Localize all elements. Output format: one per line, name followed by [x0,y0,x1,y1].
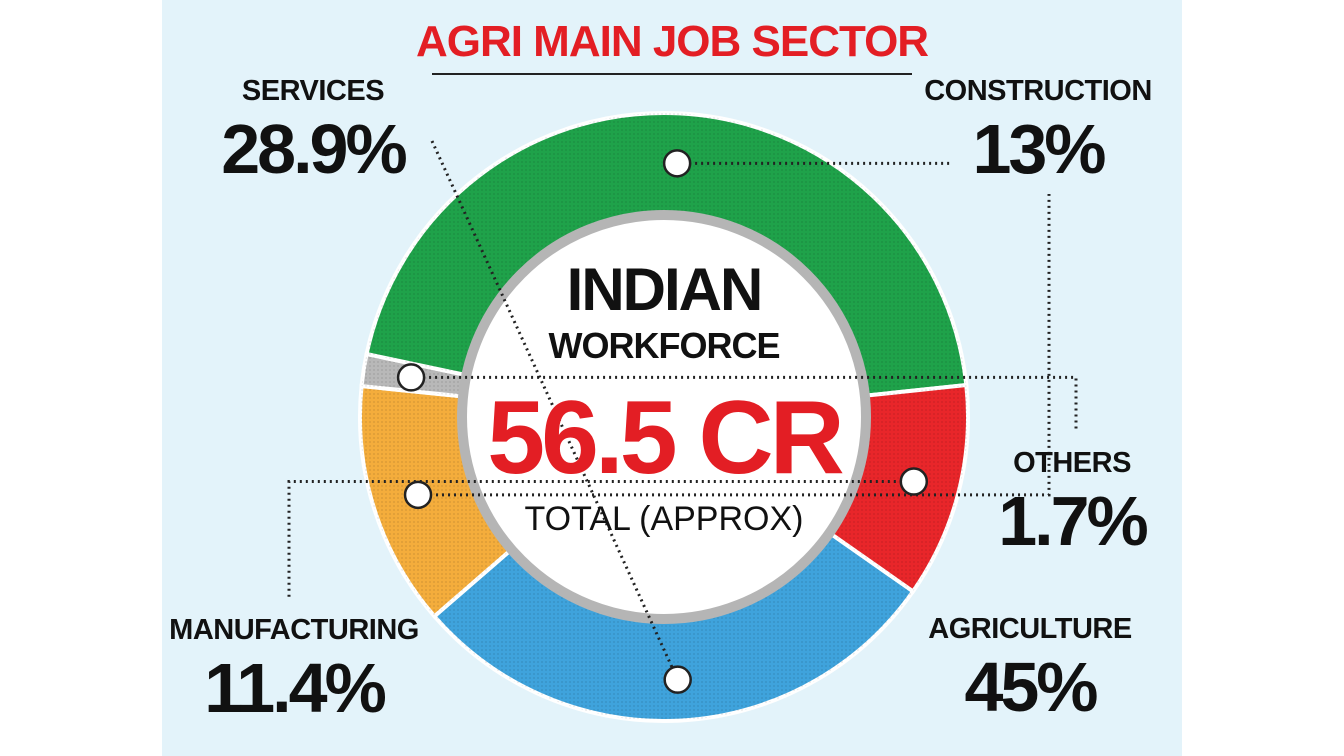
donut-hole [457,210,871,624]
leader-construction [418,194,1051,497]
center-line-1: INDIAN [567,256,762,323]
leader-services [430,140,680,681]
value-construction: 13% [972,110,1105,188]
value-agriculture: 45% [964,648,1097,726]
center-line-2: WORKFORCE [549,325,780,366]
marker-services [663,665,692,694]
marker-others [396,363,426,392]
value-services: 28.9% [221,110,406,188]
slice-texture-construction [360,386,515,617]
label-services: SERVICES [242,75,384,107]
center-value: 56.5 CR [487,380,842,496]
marker-manufacturing [899,467,929,496]
slice-texture-agriculture [366,113,967,397]
chart-title: AGRI MAIN JOB SECTOR [416,17,928,66]
label-manufacturing: MANUFACTURING [169,614,419,646]
center-label: INDIAN WORKFORCE 56.5 CR TOTAL (APPROX) [487,256,846,538]
center-note: TOTAL (APPROX) [525,500,804,538]
label-agriculture: AGRICULTURE [928,613,1132,645]
label-construction: CONSTRUCTION [924,75,1152,107]
marker-construction [403,480,433,510]
label-others: OTHERS [1013,447,1131,479]
value-others: 1.7% [998,482,1147,560]
leader-manufacturing [287,480,914,598]
leader-lines [287,140,1078,694]
value-manufacturing: 11.4% [204,649,385,727]
marker-agriculture [662,149,692,178]
